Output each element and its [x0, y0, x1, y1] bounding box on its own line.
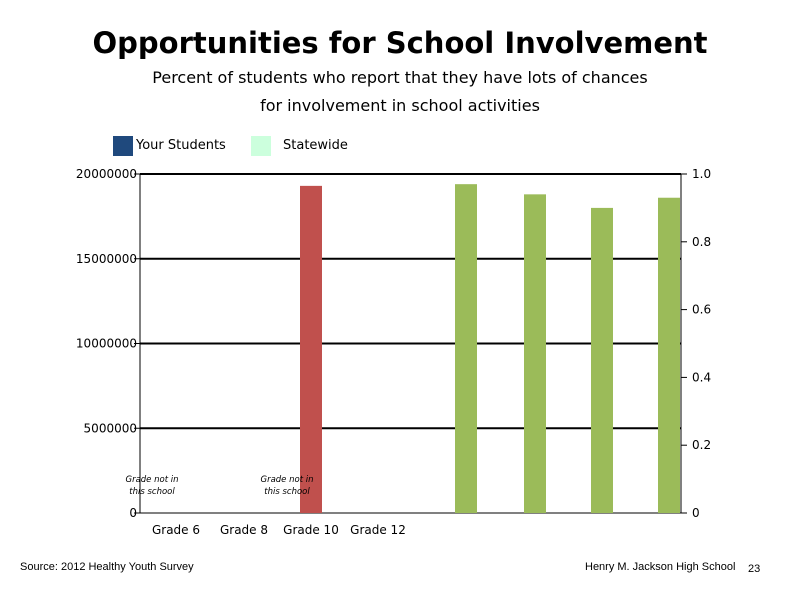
chart-title: Opportunities for School Involvement — [92, 26, 708, 60]
right-axis-tick-label: 0.2 — [692, 438, 711, 452]
x-axis-tick-label: Grade 10 — [283, 523, 339, 537]
bar-green — [658, 197, 680, 514]
x-axis-tick-label: Grade 8 — [220, 523, 268, 537]
left-axis-tick-label: 0 — [129, 506, 137, 520]
bar-green — [455, 184, 477, 514]
bar-green — [591, 207, 613, 513]
annotation-line2: this school — [264, 487, 310, 497]
chart-subtitle-line2: for involvement in school activities — [260, 96, 540, 115]
right-axis-tick-label: 1.0 — [692, 167, 711, 181]
left-axis-tick-label: 15000000 — [76, 252, 137, 266]
annotation-line1: Grade not in — [126, 475, 179, 485]
legend-label-statewide: Statewide — [283, 138, 348, 153]
right-axis-tick-label: 0.8 — [692, 235, 711, 249]
left-axis-tick-label: 5000000 — [84, 421, 137, 435]
footer-school: Henry M. Jackson High School — [585, 561, 736, 573]
legend-swatch-your-students — [113, 136, 133, 156]
legend-label-your-students: Your Students — [136, 138, 226, 153]
chart-subtitle-line1: Percent of students who report that they… — [152, 68, 648, 87]
x-axis-tick-label: Grade 12 — [350, 523, 406, 537]
annotation-line1: Grade not in — [261, 475, 314, 485]
right-axis-tick-label: 0 — [692, 506, 700, 520]
x-axis-tick-label: Grade 6 — [152, 523, 200, 537]
right-axis-tick-label: 0.4 — [692, 370, 711, 384]
right-axis-tick-label: 0.6 — [692, 303, 711, 317]
bar-green — [524, 194, 546, 513]
left-axis-tick-label: 20000000 — [76, 167, 137, 181]
legend-swatch-statewide — [251, 136, 271, 156]
footer-page-number: 23 — [748, 563, 761, 575]
footer-source: Source: 2012 Healthy Youth Survey — [20, 561, 194, 573]
annotation-line2: this school — [129, 487, 175, 497]
bar-red — [300, 185, 322, 514]
left-axis-tick-label: 10000000 — [76, 337, 137, 351]
